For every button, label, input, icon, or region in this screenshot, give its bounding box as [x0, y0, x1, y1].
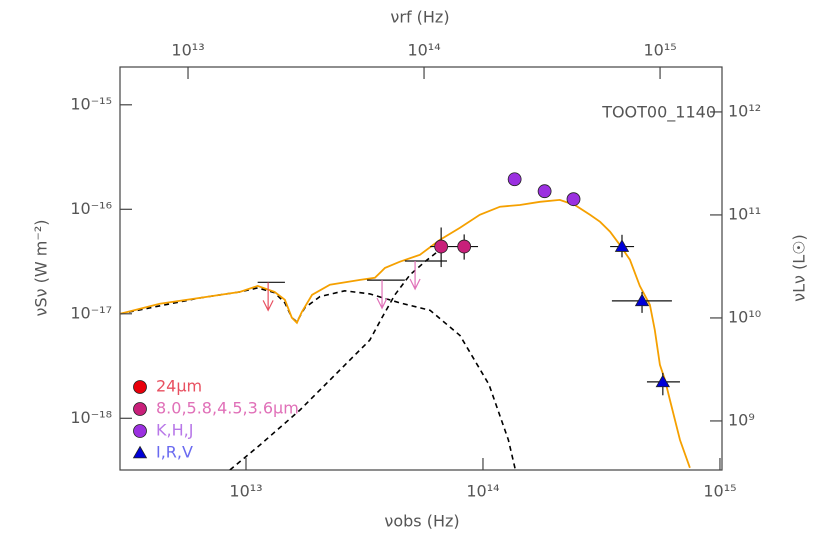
legend-label: 8.0,5.8,4.5,3.6μm	[156, 399, 299, 418]
annotation: TOOT00_1140	[601, 103, 716, 123]
x-axis-label: νobs (Hz)	[384, 512, 459, 531]
upper-limit-arrow	[376, 280, 388, 310]
x2-tick-label: 10¹⁴	[407, 41, 440, 60]
y-tick-label: 10⁻¹⁶	[70, 199, 112, 218]
data-point	[614, 239, 630, 252]
y2-tick-label: 10⁹	[728, 410, 755, 429]
legend-marker	[133, 380, 147, 394]
y2-tick-label: 10¹⁰	[728, 307, 761, 326]
legend-marker	[132, 445, 148, 459]
y-tick-label: 10⁻¹⁷	[70, 303, 112, 322]
y2-tick-label: 10¹²	[728, 101, 761, 120]
data-point	[457, 239, 472, 254]
legend-marker	[133, 424, 147, 438]
data-point	[434, 239, 449, 254]
y-tick-label: 10⁻¹⁵	[70, 94, 112, 113]
legend-marker	[133, 402, 147, 416]
model-total	[120, 198, 691, 469]
legend-label: K,H,J	[156, 421, 193, 440]
y-axis-label: νSν (W m⁻²)	[32, 220, 51, 317]
data-point	[507, 172, 522, 187]
plot-frame	[119, 66, 723, 471]
data-point	[634, 293, 650, 307]
legend-label: 24μm	[156, 377, 202, 396]
curves	[120, 198, 691, 470]
x-tick-label: 10¹⁴	[466, 482, 499, 501]
upper-limit-arrow	[262, 282, 274, 312]
x2-tick-label: 10¹⁵	[643, 41, 676, 60]
x-tick-label: 10¹⁵	[703, 482, 736, 501]
x2-tick-label: 10¹³	[171, 41, 204, 60]
y-tick-label: 10⁻¹⁸	[70, 408, 112, 427]
data-point	[655, 374, 671, 388]
upper-limit-arrow	[409, 261, 421, 291]
legend-label: I,R,V	[156, 443, 193, 462]
data-point	[566, 192, 581, 207]
data-point	[537, 184, 552, 199]
y2-axis-label: νLν (L☉)	[790, 234, 809, 302]
model-component	[229, 249, 441, 470]
y2-tick-label: 10¹¹	[728, 204, 761, 223]
x2-axis-label: νrf (Hz)	[390, 8, 449, 27]
model-component	[120, 287, 517, 470]
x-tick-label: 10¹³	[229, 482, 262, 501]
